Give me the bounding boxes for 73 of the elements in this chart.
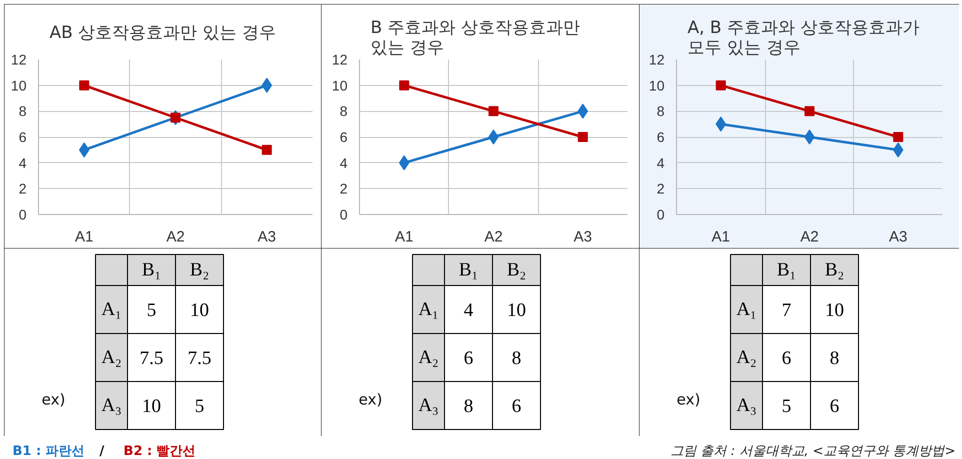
y-tick-label: 0 [340, 206, 348, 222]
data-label: 4 [464, 300, 474, 321]
y-tick-label: 2 [340, 180, 348, 197]
data-label: 7.5 [188, 348, 212, 369]
y-tick-label: 12 [10, 52, 27, 68]
y-tick-label: 8 [656, 103, 665, 120]
text: 그림 출처 : 서울대학교, <교육연구와 통계방법> [670, 444, 956, 459]
data-label: 10 [142, 396, 161, 417]
x-tick-label: B₁ [458, 260, 478, 280]
y-tick-label: 12 [648, 52, 665, 68]
y-tick-label: A₃ [101, 395, 122, 416]
x-tick-label: A3 [888, 228, 908, 246]
chart-title: A, B 주효과와 상호작용효과가 모두 있는 경우 [688, 18, 920, 58]
y-tick-label: 2 [656, 180, 665, 197]
x-tick-label: A1 [74, 228, 94, 246]
x-tick-label: A3 [258, 228, 276, 246]
data-label: 7 [782, 300, 792, 321]
data-label: 6 [512, 396, 522, 417]
x-tick-label: B₂ [506, 260, 526, 280]
chart-title: AB 상호작용효과만 있는 경우 [50, 23, 276, 43]
y-tick-label: 10 [648, 77, 665, 94]
y-tick-label: 4 [656, 154, 665, 171]
data-label: 8 [830, 348, 840, 369]
x-tick-label: A1 [394, 228, 414, 246]
y-tick-label: A₃ [736, 395, 757, 416]
x-tick-label: B₂ [190, 260, 210, 280]
x-tick-label: B₂ [824, 260, 844, 280]
y-tick-label: 0 [18, 206, 27, 222]
y-tick-label: A₂ [101, 347, 122, 368]
y-tick-label: A₃ [418, 395, 439, 416]
x-tick-label: A3 [574, 228, 592, 246]
data-label: 10 [190, 300, 209, 321]
x-tick-label: A1 [712, 228, 730, 246]
data-label: 5 [146, 300, 156, 321]
y-tick-label: 4 [340, 154, 348, 171]
y-tick-label: 8 [340, 103, 348, 120]
y-tick-label: A₁ [101, 299, 122, 320]
y-tick-label: 8 [18, 103, 27, 120]
y-tick-label: 10 [10, 77, 27, 94]
data-label: 5 [782, 396, 792, 417]
chart-title: B 주효과와 상호작용효과만 있는 경우 [370, 18, 580, 58]
x-tick-label: A2 [484, 228, 503, 246]
data-label: 8 [512, 348, 522, 369]
y-tick-label: 6 [340, 129, 348, 145]
text: ex) [676, 390, 700, 408]
x-tick-label: A2 [166, 228, 185, 246]
y-tick-label: 2 [18, 180, 27, 197]
text: / [99, 444, 104, 459]
text: ex) [358, 390, 382, 408]
text: ex) [42, 390, 66, 408]
y-tick-label: 10 [332, 77, 348, 94]
x-tick-label: B₁ [776, 260, 796, 280]
data-label: 6 [464, 348, 474, 369]
text: B2 : 빨간선 [124, 444, 196, 459]
data-label: 10 [507, 300, 526, 321]
data-label: 7.5 [140, 348, 164, 369]
y-tick-label: 0 [656, 206, 665, 222]
y-tick-label: 12 [332, 52, 348, 68]
x-tick-label: A2 [800, 228, 819, 246]
y-tick-label: 6 [656, 129, 665, 145]
y-tick-label: A₂ [418, 347, 439, 368]
y-tick-label: A₂ [736, 347, 757, 368]
y-tick-label: 4 [18, 154, 27, 171]
data-label: 5 [194, 396, 204, 417]
y-tick-label: A₁ [418, 299, 439, 320]
y-tick-label: 6 [18, 129, 27, 145]
data-label: 6 [830, 396, 840, 417]
text: B1 : 파란선 [12, 444, 85, 459]
data-label: 6 [782, 348, 792, 369]
data-label: 8 [464, 396, 474, 417]
x-tick-label: B₁ [142, 260, 162, 280]
y-tick-label: A₁ [736, 299, 757, 320]
data-label: 10 [825, 300, 844, 321]
